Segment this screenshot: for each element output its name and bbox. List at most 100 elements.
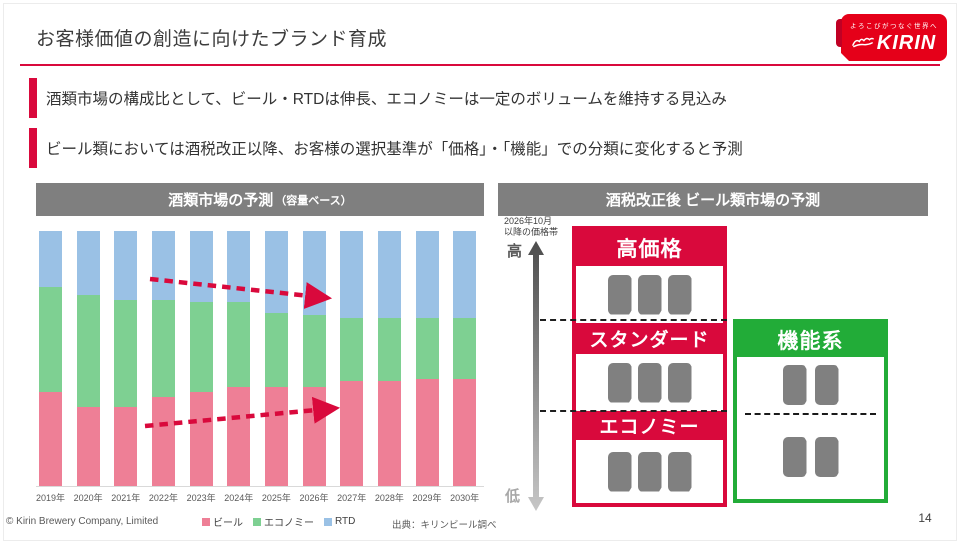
x-axis-labels: 2019年 2020年 2021年 2022年 2023年 2024年 2025年 2026年… <box>36 491 484 505</box>
bar-segment-ビール <box>227 386 251 486</box>
bar-segment-ビール <box>453 378 477 486</box>
x-tick-label: 2024年 <box>224 493 254 503</box>
bar-segment-RTD <box>377 231 401 318</box>
bar-segment-エコノミー <box>415 317 439 379</box>
tier-divider-2 <box>540 410 727 412</box>
bar-segment-エコノミー <box>39 287 62 392</box>
logo-tagline: よろこびがつなぐ世界へ <box>850 23 938 30</box>
tier-band-エコノミー: エコノミー <box>576 411 723 440</box>
price-tier-box: 高価格スタンダード エコノミー <box>572 226 727 507</box>
bar-column-2022年 <box>151 231 175 486</box>
bar-segment-エコノミー <box>377 317 401 382</box>
source-text: 出典：キリンビール調べ <box>392 520 497 531</box>
function-box: 機能系 <box>733 319 888 503</box>
bar-segment-RTD <box>151 231 175 300</box>
function-box-label: 機能系 <box>737 323 884 357</box>
bar-segment-ビール <box>377 381 401 486</box>
beer-can-icon <box>667 451 692 492</box>
bar-column-2024年 <box>227 231 251 486</box>
kirin-logo: よろこびがつなぐ世界へ KIRIN <box>836 14 947 62</box>
bar-segment-エコノミー <box>302 315 326 387</box>
left-chart-header: 酒類市場の予測 （容量ベース） <box>36 183 484 216</box>
x-tick-label: 2021年 <box>111 493 141 503</box>
bar-segment-エコノミー <box>151 299 175 397</box>
legend-item-RTD: RTD <box>324 516 355 527</box>
legend-label: RTD <box>335 516 356 527</box>
beer-can-icon <box>637 274 662 315</box>
bar-segment-エコノミー <box>340 317 364 382</box>
x-tick-label: 2028年 <box>374 493 404 503</box>
left-chart-title: 酒類市場の予測 <box>168 192 274 209</box>
bar-segment-RTD <box>264 231 288 313</box>
bar-segment-ビール <box>264 386 288 486</box>
bar-segment-ビール <box>76 406 100 486</box>
bar-column-2020年 <box>76 231 100 486</box>
bar-column-2028年 <box>377 231 401 486</box>
bullet-accent-bar <box>29 128 37 168</box>
x-tick-label: 2020年 <box>73 493 103 503</box>
x-tick-label: 2026年 <box>299 493 329 503</box>
bar-segment-ビール <box>39 391 62 486</box>
x-tick-label: 2030年 <box>450 493 480 503</box>
bullet-2-text: ビール類においては酒税改正以降、お客様の選択基準が「価格」・「機能」での分類に変… <box>46 141 743 158</box>
function-cans-top <box>737 357 884 413</box>
bar-segment-RTD <box>415 231 439 318</box>
bullet-2: ビール類においては酒税改正以降、お客様の選択基準が「価格」・「機能」での分類に変… <box>29 128 939 168</box>
x-axis-line <box>36 486 484 487</box>
bar-segment-RTD <box>453 231 477 318</box>
price-axis-note-line1: 2026年10月 <box>504 216 553 226</box>
logo-brand-text: KIRIN <box>876 32 937 54</box>
bar-column-2023年 <box>189 231 213 486</box>
beer-can-icon <box>814 365 839 405</box>
bar-segment-エコノミー <box>114 299 138 407</box>
tier-band-スタンダード: スタンダード <box>576 323 723 354</box>
bar-segment-エコノミー <box>189 302 213 392</box>
stacked-bar-chart <box>36 231 484 486</box>
price-axis-arrow-icon <box>528 241 544 511</box>
bar-column-2021年 <box>114 231 138 486</box>
tier-cans-row <box>576 266 723 323</box>
beer-can-icon <box>607 451 632 492</box>
tier-divider-1 <box>540 319 727 321</box>
bar-column-2029年 <box>415 231 439 486</box>
bar-segment-エコノミー <box>264 312 288 387</box>
right-diagram-header: 酒税改正後 ビール類市場の予測 <box>498 183 928 216</box>
bar-column-2027年 <box>340 231 364 486</box>
bar-segment-RTD <box>114 231 138 300</box>
function-divider <box>745 413 876 415</box>
bar-column-2019年 <box>39 231 62 486</box>
bar-segment-RTD <box>76 231 100 295</box>
bullet-1-text: 酒類市場の構成比として、ビール・RTDは伸長、エコノミーは一定のボリュームを維持… <box>46 91 727 108</box>
title-underline <box>20 64 940 66</box>
left-chart-subtitle: （容量ベース） <box>275 194 352 207</box>
bar-segment-エコノミー <box>76 294 100 407</box>
x-tick-label: 2019年 <box>35 493 66 503</box>
tier-cans-row <box>576 440 723 503</box>
bar-segment-RTD <box>39 231 62 288</box>
tier-cans-row <box>576 354 723 411</box>
x-tick-label: 2025年 <box>261 493 291 503</box>
bar-segment-RTD <box>189 231 213 303</box>
bullet-1: 酒類市場の構成比として、ビール・RTDは伸長、エコノミーは一定のボリュームを維持… <box>29 78 939 118</box>
bar-segment-RTD <box>302 231 326 316</box>
bar-segment-ビール <box>415 378 439 486</box>
legend-label: エコノミー <box>264 518 314 529</box>
beer-can-icon <box>814 437 839 477</box>
bar-segment-エコノミー <box>453 317 477 379</box>
beer-can-icon <box>782 365 807 405</box>
legend-swatch-icon <box>324 517 332 526</box>
x-tick-label: 2022年 <box>148 493 178 503</box>
legend-swatch-icon <box>202 517 210 526</box>
legend-swatch-icon <box>253 517 261 526</box>
tier-band-高価格: 高価格 <box>576 230 723 266</box>
page-number: 14 <box>918 511 932 525</box>
legend-label: ビール <box>213 518 243 529</box>
beer-can-icon <box>637 362 662 403</box>
bar-segment-RTD <box>340 231 364 318</box>
bar-column-2030年 <box>453 231 477 486</box>
bar-segment-エコノミー <box>227 302 251 387</box>
bar-column-2025年 <box>264 231 288 486</box>
beer-can-icon <box>607 362 632 403</box>
price-low-label: 低 <box>505 488 521 505</box>
price-axis-note-line2: 以降の価格帯 <box>504 227 559 237</box>
